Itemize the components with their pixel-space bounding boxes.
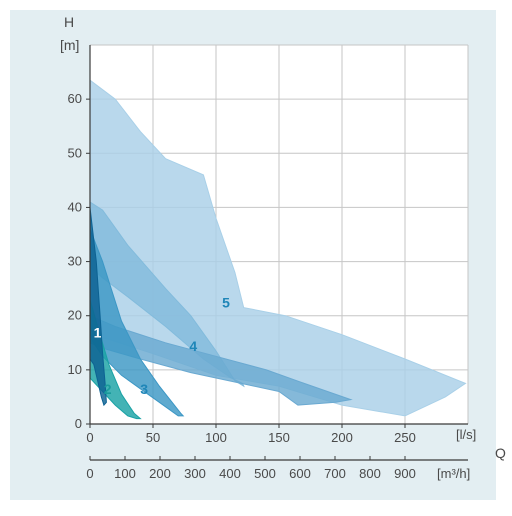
performance-regions (89, 79, 467, 420)
x-axis-title: Q (495, 445, 506, 461)
region-label-3: 3 (140, 381, 148, 397)
secondary-x-tick-label: 300 (184, 466, 206, 481)
x-tick-label: 0 (86, 430, 93, 445)
secondary-x-tick-label: 100 (114, 466, 136, 481)
region-label-5: 5 (222, 295, 230, 311)
region-label-2: 2 (104, 381, 112, 397)
y-tick-label: 30 (68, 254, 82, 269)
secondary-x-tick-label: 400 (219, 466, 241, 481)
x-tick-label: 150 (268, 430, 290, 445)
region-4 (89, 201, 245, 388)
secondary-x-tick-label: 700 (324, 466, 346, 481)
secondary-x-tick-label: 0 (86, 466, 93, 481)
x-tick-label: 250 (394, 430, 416, 445)
secondary-x-tick-label: 900 (394, 466, 416, 481)
y-tick-label: 0 (75, 416, 82, 431)
x-axis-unit: [l/s] (456, 427, 476, 442)
region-label-4: 4 (189, 338, 197, 354)
region-label-1: 1 (94, 324, 102, 340)
y-tick-label: 40 (68, 199, 82, 214)
secondary-x-axis-unit: [m³/h] (437, 466, 470, 481)
x-tick-label: 200 (331, 430, 353, 445)
x-tick-label: 100 (205, 430, 227, 445)
region-1 (89, 207, 107, 407)
y-tick-label: 60 (68, 91, 82, 106)
region-labels: 1 2 3 4 5 (94, 295, 231, 398)
x-tick-label: 50 (146, 430, 160, 445)
y-axis-unit: [m] (60, 37, 79, 53)
y-tick-label: 10 (68, 362, 82, 377)
secondary-x-tick-label: 200 (149, 466, 171, 481)
y-axis-title: H (64, 14, 74, 30)
y-tick-label: 50 (68, 145, 82, 160)
y-tick-label: 20 (68, 308, 82, 323)
secondary-x-tick-label: 500 (254, 466, 276, 481)
secondary-x-tick-label: 800 (359, 466, 381, 481)
secondary-x-tick-label: 600 (289, 466, 311, 481)
